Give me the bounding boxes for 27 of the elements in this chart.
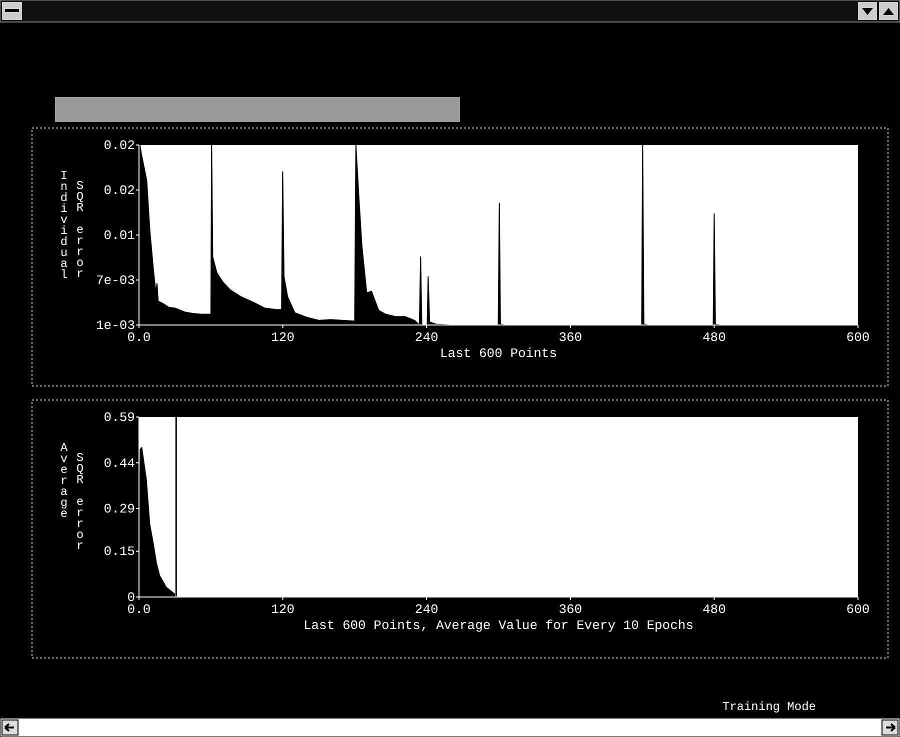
y-tick-label: 0.01 xyxy=(104,228,136,243)
x-tick-label: 120 xyxy=(271,602,295,617)
y-axis-title: Average SQR error xyxy=(57,441,87,550)
x-tick-label: 600 xyxy=(846,330,870,345)
x-tick-label: 120 xyxy=(271,330,295,345)
y-tick-label: 0.44 xyxy=(104,456,136,471)
x-tick-label: 0.0 xyxy=(127,602,151,617)
x-tick-label: 240 xyxy=(414,330,438,345)
y-tick-label: 0.29 xyxy=(104,502,135,517)
x-tick-label: 480 xyxy=(702,330,726,345)
y-tick-label: 0.02 xyxy=(104,183,135,198)
x-tick-label: 240 xyxy=(414,602,438,617)
text: Training Mode xyxy=(722,700,816,714)
x-tick-label: 360 xyxy=(558,330,582,345)
y-axis-title: Individual SQR error xyxy=(57,169,87,279)
y-tick-label: 0.02 xyxy=(104,138,135,153)
y-tick-label: 0.59 xyxy=(104,410,135,425)
x-tick-label: 600 xyxy=(846,602,870,617)
x-tick-label: 360 xyxy=(558,602,582,617)
y-tick-label: 0 xyxy=(127,590,135,605)
x-tick-label: 0.0 xyxy=(127,330,151,345)
y-tick-label: 0.15 xyxy=(104,544,135,560)
y-tick-label: 7e-03 xyxy=(96,273,135,288)
x-axis-title: Last 600 Points xyxy=(440,346,558,361)
x-axis-title: Last 600 Points, Average Value for Every 10 Epochs xyxy=(303,618,694,633)
y-tick-label: 1e-03 xyxy=(96,318,135,333)
x-tick-label: 480 xyxy=(702,602,726,617)
